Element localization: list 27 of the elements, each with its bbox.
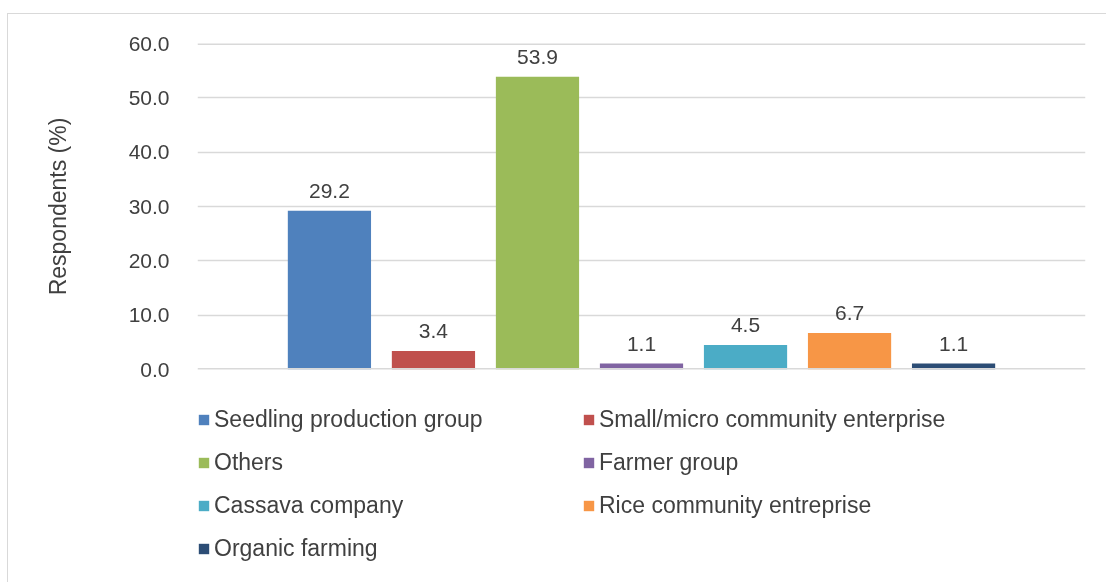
data-label: 1.1 bbox=[938, 331, 969, 355]
y-tick-label: 30.0 bbox=[128, 194, 170, 218]
legend-label: Small/micro community enterprise bbox=[599, 406, 947, 433]
bar bbox=[391, 351, 476, 370]
y-tick-label: 40.0 bbox=[128, 140, 170, 164]
legend-label: Farmer group bbox=[599, 449, 740, 476]
y-tick-label: 60.0 bbox=[128, 31, 170, 55]
data-label: 6.7 bbox=[834, 301, 865, 325]
legend-label: Seedling production group bbox=[214, 406, 484, 433]
data-label: 53.9 bbox=[517, 44, 558, 68]
bar bbox=[287, 210, 372, 370]
y-tick-label: 50.0 bbox=[128, 85, 170, 109]
bar bbox=[703, 345, 788, 370]
legend-label: Organic farming bbox=[214, 535, 379, 562]
y-tick-label: 10.0 bbox=[128, 303, 170, 327]
y-axis-title: Respondents (%) bbox=[44, 117, 71, 296]
bar bbox=[495, 76, 580, 370]
legend-label: Cassava company bbox=[214, 492, 405, 519]
data-label: 3.4 bbox=[418, 319, 449, 343]
data-label: 29.2 bbox=[309, 178, 350, 202]
data-label: 4.5 bbox=[730, 313, 761, 337]
y-tick-label: 0.0 bbox=[140, 357, 170, 381]
data-label: 1.1 bbox=[626, 331, 657, 355]
bar bbox=[807, 333, 892, 370]
y-tick-label: 20.0 bbox=[128, 248, 170, 272]
legend-label: Others bbox=[214, 449, 285, 476]
legend-label: Rice community entreprise bbox=[599, 492, 873, 519]
